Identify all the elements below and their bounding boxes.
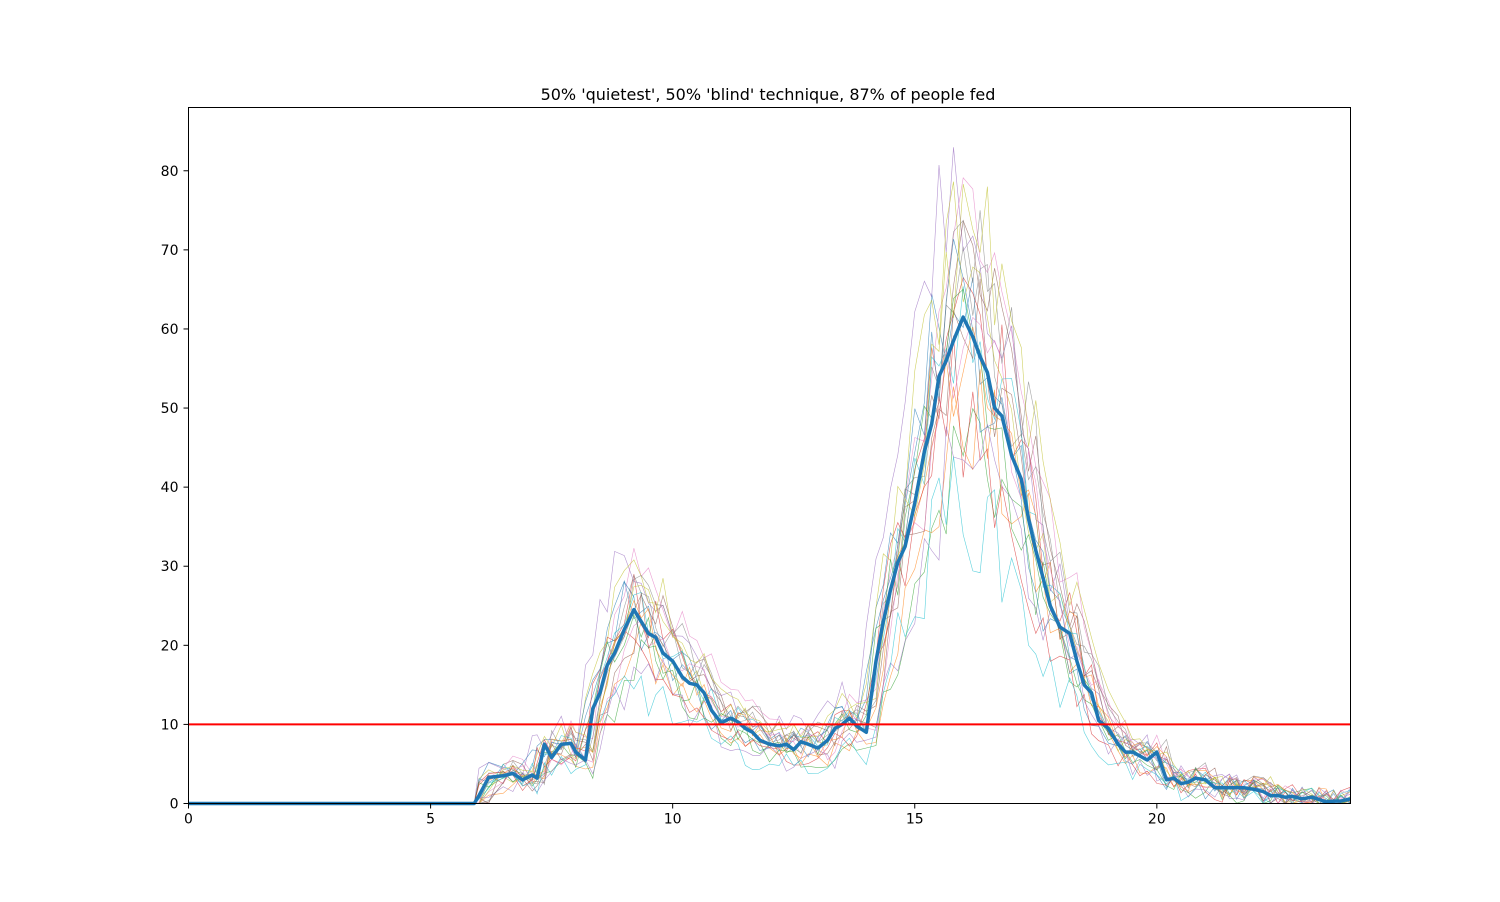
x-tick-label: 15 — [906, 812, 924, 828]
run-line — [188, 219, 1351, 805]
y-tick-label: 30 — [161, 559, 179, 575]
run-line — [188, 210, 1351, 804]
mean-line-layer — [188, 315, 1351, 806]
run-line — [188, 184, 1351, 804]
y-tick-label: 20 — [161, 638, 179, 654]
y-tick-label: 50 — [161, 401, 179, 417]
y-tick-label: 70 — [161, 243, 179, 259]
chart-title: 50% 'quietest', 50% 'blind' technique, 8… — [541, 85, 996, 104]
y-tick-label: 0 — [170, 797, 179, 813]
y-tick-label: 60 — [161, 322, 179, 338]
plot-frame — [188, 107, 1351, 804]
x-tick-label: 0 — [184, 812, 193, 828]
run-line — [188, 177, 1351, 804]
run-line — [188, 316, 1351, 805]
mean-line — [188, 315, 1351, 806]
run-line — [188, 335, 1351, 805]
run-line — [188, 181, 1351, 804]
x-tick-label: 20 — [1148, 812, 1166, 828]
x-tick-label: 10 — [664, 812, 682, 828]
run-line — [188, 456, 1351, 804]
run-line — [188, 246, 1351, 804]
run-line — [188, 424, 1351, 805]
y-tick-label: 40 — [161, 480, 179, 496]
x-axis: 0 5 10 15 20 — [184, 803, 1166, 828]
y-tick-label: 80 — [161, 164, 179, 180]
y-tick-label: 10 — [161, 717, 179, 733]
y-axis: 0 10 20 30 40 50 60 70 80 — [161, 164, 189, 813]
x-tick-label: 5 — [426, 812, 435, 828]
run-line — [188, 147, 1351, 804]
run-lines — [188, 147, 1351, 805]
